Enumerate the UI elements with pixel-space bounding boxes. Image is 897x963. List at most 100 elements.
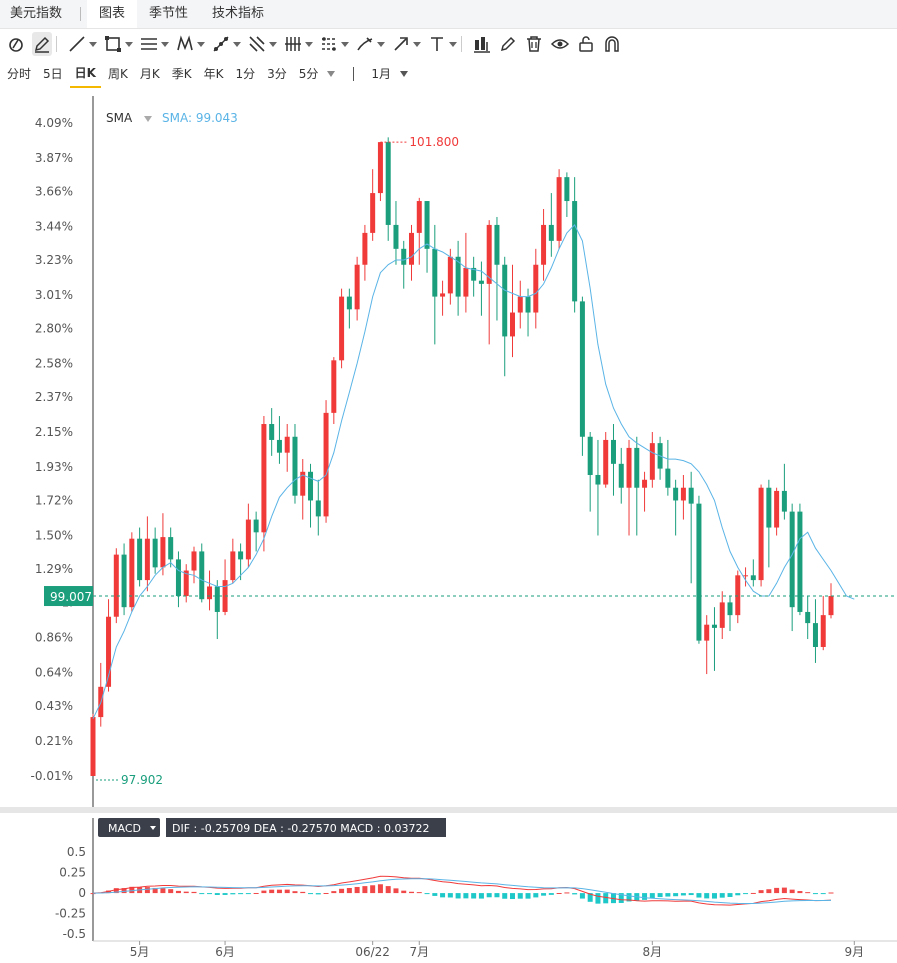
candle-body [642, 479, 648, 488]
macd-histogram-bar [525, 893, 531, 899]
macd-histogram-bar [774, 887, 780, 894]
period-weekly[interactable]: 周K [107, 67, 128, 81]
candle-body [440, 293, 446, 297]
y-tick-label: 1.29% [35, 562, 73, 576]
macd-histogram-bar [766, 889, 772, 894]
candle-body [603, 439, 609, 485]
magnet-icon[interactable] [602, 32, 622, 56]
zigzag-icon[interactable] [175, 32, 205, 56]
macd-histogram-bar [284, 889, 290, 894]
arrow-icon[interactable] [391, 32, 421, 56]
x-tick-label: 8月 [643, 945, 663, 959]
candle-body [688, 487, 694, 504]
macd-histogram-bar [673, 893, 679, 897]
node-line-icon[interactable] [211, 32, 241, 56]
macd-histogram-bar [238, 893, 244, 895]
macd-histogram-bar [548, 893, 554, 895]
trash-icon[interactable] [524, 32, 544, 56]
fib-tool-icon[interactable] [319, 32, 349, 56]
period-daily[interactable]: 日K [69, 60, 101, 88]
candle-body [735, 575, 741, 616]
cross-tool-icon[interactable] [247, 32, 277, 56]
period-quarterly[interactable]: 季K [171, 67, 192, 81]
y-tick-label: 3.23% [35, 253, 73, 267]
brush-icon[interactable] [355, 32, 385, 56]
candle-body [245, 519, 251, 560]
y-tick-label: 3.87% [35, 151, 73, 165]
drawing-toolbar [0, 30, 897, 58]
macd-histogram-bar [393, 888, 399, 894]
sma-legend-caret-icon [144, 116, 152, 122]
period-1min[interactable]: 1分 [235, 67, 256, 81]
tab-seasonality[interactable]: 季节性 [149, 6, 189, 21]
candle-body [432, 248, 438, 297]
tab-technical-indicators[interactable]: 技术指标 [212, 6, 265, 21]
macd-histogram-bar [222, 893, 228, 895]
candle-body [183, 570, 189, 597]
macd-histogram-bar [168, 889, 174, 894]
candle-body [634, 447, 640, 488]
macd-histogram-bar [362, 886, 368, 894]
macd-histogram-bar [758, 890, 764, 894]
candle-body [276, 439, 282, 453]
range-caret-icon[interactable] [400, 71, 409, 77]
period-yearly[interactable]: 年K [203, 67, 224, 81]
x-tick-label: 6月 [215, 945, 235, 959]
line-icon[interactable] [67, 32, 97, 56]
macd-histogram-bar [727, 893, 733, 897]
candle-body [424, 201, 430, 249]
macd-histogram-bar [665, 893, 671, 897]
bars-tool-icon[interactable] [283, 32, 313, 56]
more-periods-caret-icon[interactable] [327, 71, 336, 77]
price-chart[interactable]: 4.09% 3.87% 3.66% 3.44% 3.23% 3.01% 2.80% 2.58%… [0, 96, 897, 963]
rectangle-icon[interactable] [103, 32, 133, 56]
x-tick-label: 06/22 [355, 945, 390, 959]
macd-histogram-bar [828, 892, 834, 894]
macd-histogram-bar [152, 887, 158, 894]
lock-icon[interactable] [576, 32, 596, 56]
macd-histogram-bar [618, 893, 624, 903]
macd-histogram-bar [587, 893, 593, 902]
macd-histogram-bar [339, 888, 345, 894]
range-selector[interactable]: 1月 [371, 67, 392, 81]
candle-body [471, 267, 477, 281]
period-5min[interactable]: 5分 [298, 67, 319, 81]
macd-histogram-bar [486, 893, 492, 898]
macd-histogram-bar [331, 891, 337, 894]
tab-chart[interactable]: 图表 [87, 0, 138, 28]
candle-body [525, 296, 531, 313]
candle-body [579, 301, 585, 437]
macd-histogram-bar [564, 892, 570, 894]
macd-histogram-bar [183, 891, 189, 894]
candle-body [766, 487, 772, 528]
x-tick-label: 7月 [409, 945, 429, 959]
candle-body [292, 436, 298, 496]
candle-body [680, 487, 686, 501]
macd-histogram-bar [735, 893, 741, 896]
pencil-icon[interactable] [32, 32, 52, 56]
macd-histogram-bar [541, 893, 547, 896]
candle-body [447, 256, 453, 294]
candle-body [308, 471, 314, 501]
macd-histogram-bar [750, 892, 756, 894]
edit-icon[interactable] [498, 32, 518, 56]
period-3min[interactable]: 3分 [267, 67, 287, 81]
period-5day[interactable]: 5日 [43, 67, 63, 81]
candle-body [478, 280, 484, 284]
eye-icon[interactable] [550, 32, 570, 56]
macd-histogram-bar [253, 892, 259, 894]
period-monthly[interactable]: 月K [139, 67, 160, 81]
period-timeshare[interactable]: 分时 [7, 67, 32, 81]
sma-line [92, 224, 855, 719]
macd-histogram-bar [455, 893, 461, 899]
text-icon[interactable] [427, 32, 457, 56]
top-tab-bar: 美元指数 图表 季节性 技术指标 [0, 0, 897, 29]
candle-body [595, 474, 601, 485]
cycle-icon[interactable] [6, 32, 26, 56]
macd-histogram-bar [214, 893, 220, 895]
y-tick-label: 1.50% [35, 529, 73, 543]
candle-body [649, 443, 655, 480]
parallel-lines-icon[interactable] [139, 32, 169, 56]
candle-body [696, 503, 702, 641]
candle-settings-icon[interactable] [472, 32, 492, 56]
